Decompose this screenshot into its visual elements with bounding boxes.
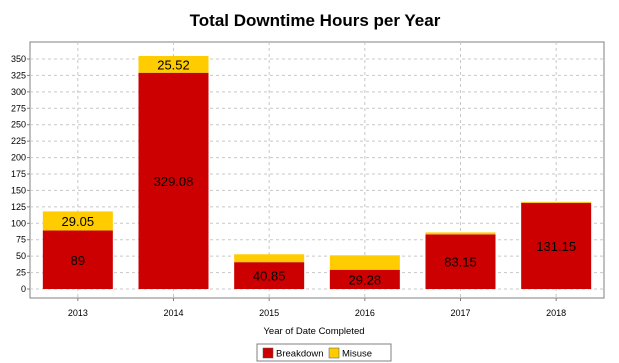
bar-breakdown-2016 [329, 269, 400, 289]
x-axis-label: Year of Date Completed [263, 326, 364, 337]
y-tick-label: 150 [11, 185, 26, 195]
x-tick-label: 2014 [163, 308, 183, 318]
plot-area: 0 25 50 75 100 125 150 175 200 225 250 275 300 325 350… [11, 41, 605, 318]
y-tick-label: 175 [11, 169, 26, 179]
bar-misuse-2015 [234, 254, 305, 263]
y-tick-label: 0 [21, 284, 26, 294]
y-tick-label: 275 [11, 103, 26, 113]
data-label-breakdown-2017: 83.15 [444, 255, 477, 270]
x-tick-label: 2018 [546, 308, 566, 318]
legend-label-breakdown: Breakdown [276, 349, 324, 360]
legend: Breakdown Misuse [256, 343, 392, 362]
bar-breakdown-2014 [138, 72, 209, 289]
data-label-breakdown-2016: 29.28 [349, 272, 382, 287]
bar-misuse-2017 [425, 232, 496, 235]
bar-breakdown-2013 [42, 230, 113, 289]
bar-breakdown-2017 [425, 234, 496, 289]
plot-frame [29, 41, 605, 299]
y-tick-label: 25 [16, 268, 26, 278]
y-tick-label: 125 [11, 202, 26, 212]
x-tick-label: 2013 [68, 308, 88, 318]
bar-misuse-2018 [521, 201, 592, 203]
y-tick-label: 225 [11, 136, 26, 146]
y-tick-label: 200 [11, 153, 26, 163]
y-tick-label: 350 [11, 54, 26, 64]
x-tick-label: 2015 [259, 308, 279, 318]
legend-swatch-breakdown [262, 347, 274, 359]
x-tick-label: 2017 [450, 308, 470, 318]
data-label-breakdown-2015: 40.85 [253, 269, 286, 284]
y-tick-label: 75 [16, 235, 26, 245]
y-tick-label: 50 [16, 251, 26, 261]
bar-misuse-2016 [329, 255, 400, 270]
y-tick-label: 250 [11, 120, 26, 130]
legend-label-misuse: Misuse [342, 349, 372, 360]
data-label-misuse-2014: 25.52 [157, 57, 190, 72]
bar-misuse-2014 [138, 55, 209, 73]
legend-frame [256, 343, 392, 362]
y-tick-label: 325 [11, 70, 26, 80]
bar-breakdown-2018 [521, 202, 592, 289]
y-tick-label: 100 [11, 218, 26, 228]
data-label-misuse-2013: 29.05 [62, 214, 95, 229]
bar-breakdown-2015 [234, 262, 305, 289]
data-label-breakdown-2014: 329.08 [154, 174, 194, 189]
chart-title: Total Downtime Hours per Year [190, 11, 441, 30]
data-label-breakdown-2013: 89 [71, 253, 85, 268]
y-tick-label: 300 [11, 87, 26, 97]
legend-swatch-misuse [328, 347, 340, 359]
x-tick-label: 2016 [355, 308, 375, 318]
bar-misuse-2013 [42, 211, 113, 231]
data-label-breakdown-2018: 131.15 [536, 239, 576, 254]
